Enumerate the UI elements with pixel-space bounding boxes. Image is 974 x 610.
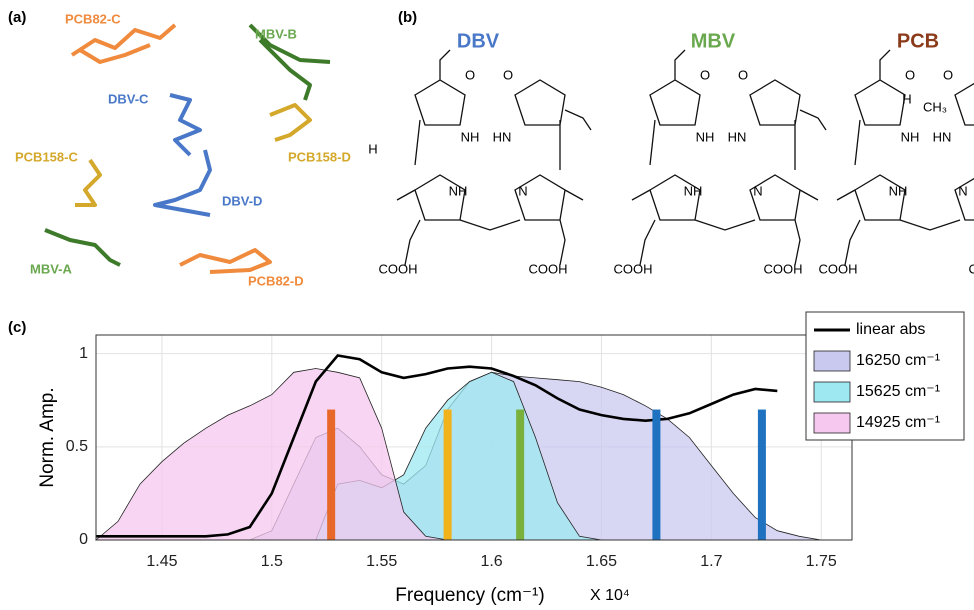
- panel-label: (c): [8, 319, 26, 336]
- atom-label: N: [753, 183, 762, 198]
- atom-label: COOH: [379, 261, 418, 276]
- atom-label: N: [518, 183, 527, 198]
- legend-label: 16250 cm⁻¹: [856, 352, 940, 369]
- structure-bonds: [397, 50, 591, 265]
- x-tick-label: 1.6: [480, 553, 502, 570]
- atom-label: NH: [696, 129, 715, 144]
- marker-bar: [758, 410, 766, 540]
- legend-label: 15625 cm⁻¹: [856, 383, 940, 400]
- atom-label: HN: [728, 129, 747, 144]
- y-tick-label: 0.5: [66, 438, 88, 455]
- molecule-label: DBV-C: [108, 91, 149, 106]
- panel-label: (a): [8, 9, 26, 26]
- molecule-label: DBV-D: [222, 193, 262, 208]
- x-tick-label: 1.75: [806, 553, 837, 570]
- atom-label: COOH: [529, 261, 568, 276]
- y-tick-label: 1: [79, 345, 88, 362]
- atom-label: COOH: [764, 261, 803, 276]
- legend-swatch: [814, 382, 850, 402]
- atom-label: NH: [449, 183, 468, 198]
- x-tick-label: 1.7: [700, 553, 722, 570]
- x-tick-label: 1.5: [261, 553, 283, 570]
- molecule-label: PCB82-C: [65, 11, 121, 26]
- atom-label: O: [503, 67, 513, 82]
- atom-label: NH: [889, 183, 908, 198]
- x-tick-label: 1.55: [366, 553, 397, 570]
- legend-swatch: [814, 351, 850, 371]
- atom-label: COOH: [819, 261, 858, 276]
- molecule-label: MBV-B: [255, 26, 297, 41]
- marker-bar: [652, 410, 660, 540]
- panel-label: (b): [398, 9, 417, 26]
- atom-label: H: [368, 141, 377, 156]
- molecule-label: PCB158-D: [288, 149, 351, 164]
- figure: (a) PCB82-C MBV-B DBV-C PCB158-C PCB158-D DBV-…: [0, 0, 974, 610]
- x-multiplier: X 10⁴: [590, 587, 630, 604]
- x-tick-label: 1.45: [146, 553, 177, 570]
- atom-label: COOH: [969, 261, 974, 276]
- structure-name: PCB: [897, 30, 939, 52]
- x-tick-label: 1.65: [586, 553, 617, 570]
- structure-name: DBV: [457, 30, 500, 52]
- legend-swatch: [814, 413, 850, 433]
- atom-label: O: [943, 67, 953, 82]
- atom-label: H: [902, 91, 911, 106]
- structure-bonds: [632, 50, 826, 265]
- molecule-label: PCB158-C: [15, 149, 78, 164]
- y-axis-label: Norm. Amp.: [37, 387, 58, 487]
- atom-label: O: [738, 67, 748, 82]
- atom-label: NH: [461, 129, 480, 144]
- marker-bar: [327, 410, 335, 540]
- molecule-label: MBV-A: [30, 261, 73, 276]
- atom-label: N: [958, 183, 967, 198]
- atom-label: O: [700, 67, 710, 82]
- atom-label: O: [905, 67, 915, 82]
- legend-label: linear abs: [856, 321, 925, 338]
- atom-label: CH₃: [923, 99, 947, 114]
- structure-name: MBV: [691, 30, 736, 52]
- marker-bar: [444, 410, 452, 540]
- atom-label: HN: [493, 129, 512, 144]
- x-axis-label: Frequency (cm⁻¹): [395, 585, 544, 606]
- legend-label: 14925 cm⁻¹: [856, 414, 940, 431]
- y-tick-label: 0: [79, 531, 88, 548]
- molecule-label: PCB82-D: [248, 273, 304, 288]
- atom-label: O: [465, 67, 475, 82]
- atom-label: HN: [933, 129, 952, 144]
- atom-label: COOH: [614, 261, 653, 276]
- atom-label: NH: [684, 183, 703, 198]
- marker-bar: [516, 410, 524, 540]
- atom-label: NH: [901, 129, 920, 144]
